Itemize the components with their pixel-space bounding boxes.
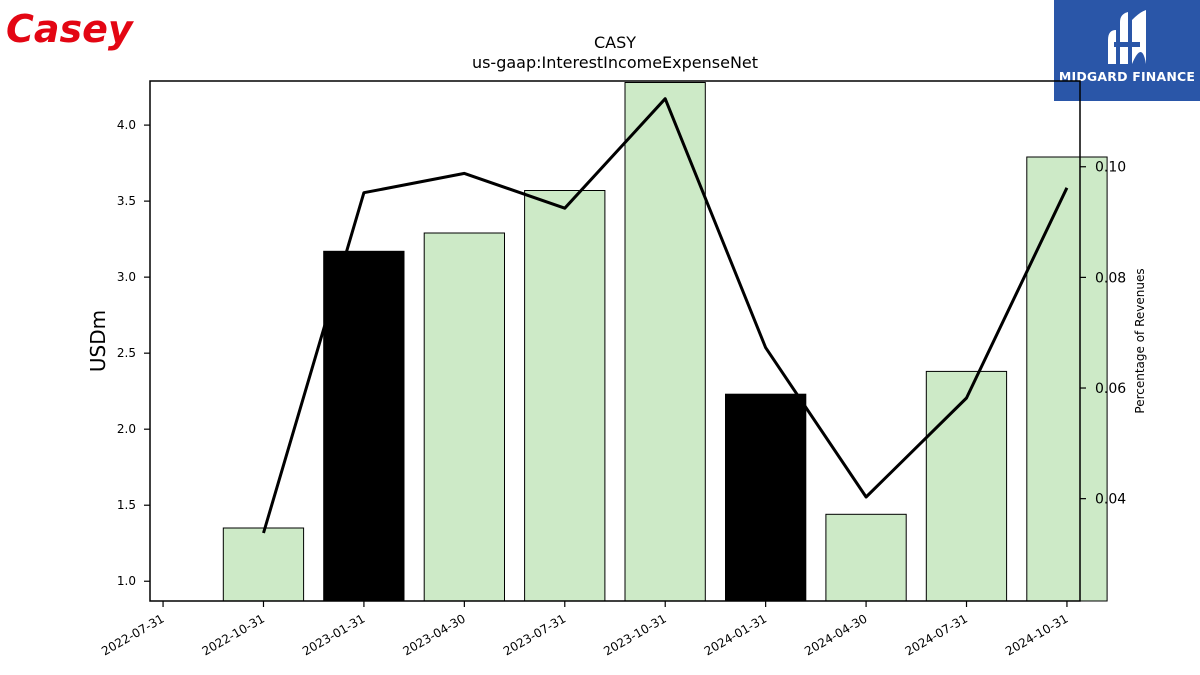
bar xyxy=(624,82,706,602)
y2-tick-label: 0.10 xyxy=(1095,160,1126,176)
bar xyxy=(323,250,405,602)
percentage-line xyxy=(262,97,1069,534)
y2-axis-label: Percentage of Revenues xyxy=(1133,268,1147,413)
y-tick-label: 4.0 xyxy=(117,118,136,132)
x-tick-label: 2024-07-31 xyxy=(903,611,970,658)
midgard-finance-logo: MIDGARD FINANCE xyxy=(1054,0,1200,101)
chart-title: CASY xyxy=(594,33,636,52)
bar xyxy=(222,527,305,602)
bar xyxy=(1026,156,1108,602)
x-axis: 2022-07-31 2022-10-31 2023-01-31 2023-04-30… xyxy=(99,601,1070,658)
x-tick-label: 2023-07-31 xyxy=(501,611,568,658)
y-tick-label: 1.5 xyxy=(117,498,136,512)
bar xyxy=(825,513,907,602)
chart-subtitle: us-gaap:InterestIncomeExpenseNet xyxy=(472,53,758,72)
midgard-logo-text: MIDGARD FINANCE xyxy=(1058,69,1196,84)
x-tick-label: 2024-04-30 xyxy=(802,611,869,658)
x-tick-label: 2023-01-31 xyxy=(300,611,367,658)
bar-series xyxy=(222,82,1108,602)
y-tick-label: 3.5 xyxy=(117,194,136,208)
y2-tick-label: 0.08 xyxy=(1095,270,1126,286)
bar xyxy=(423,232,506,602)
x-tick-label: 2022-07-31 xyxy=(99,611,166,658)
x-tick-label: 2023-04-30 xyxy=(400,611,467,658)
midgard-emblem-icon xyxy=(1108,10,1146,64)
line-series xyxy=(262,97,1069,534)
y2-tick-label: 0.04 xyxy=(1095,492,1126,508)
x-tick-label: 2024-01-31 xyxy=(702,611,769,658)
plot-frame xyxy=(149,80,1081,602)
caseys-logo: Casey's xyxy=(6,7,134,51)
x-tick-label: 2023-10-31 xyxy=(601,611,668,658)
y-tick-label: 2.0 xyxy=(117,422,136,436)
right-axis: 0.04 0.06 0.08 0.10 xyxy=(1080,160,1126,508)
y2-tick-label: 0.06 xyxy=(1095,381,1126,397)
y-tick-label: 2.5 xyxy=(117,346,136,360)
caseys-logo-text: Casey's xyxy=(6,7,134,51)
y-tick-label: 3.0 xyxy=(117,270,136,284)
bar xyxy=(524,190,606,602)
x-tick-label: 2022-10-31 xyxy=(200,611,267,658)
left-axis: 1.0 1.5 2.0 2.5 3.0 3.5 4.0 xyxy=(117,118,150,588)
x-tick-label: 2024-10-31 xyxy=(1003,611,1070,658)
bar xyxy=(725,393,807,602)
bar xyxy=(925,370,1008,602)
y-tick-label: 1.0 xyxy=(117,574,136,588)
y-axis-label: USDm xyxy=(86,310,110,372)
